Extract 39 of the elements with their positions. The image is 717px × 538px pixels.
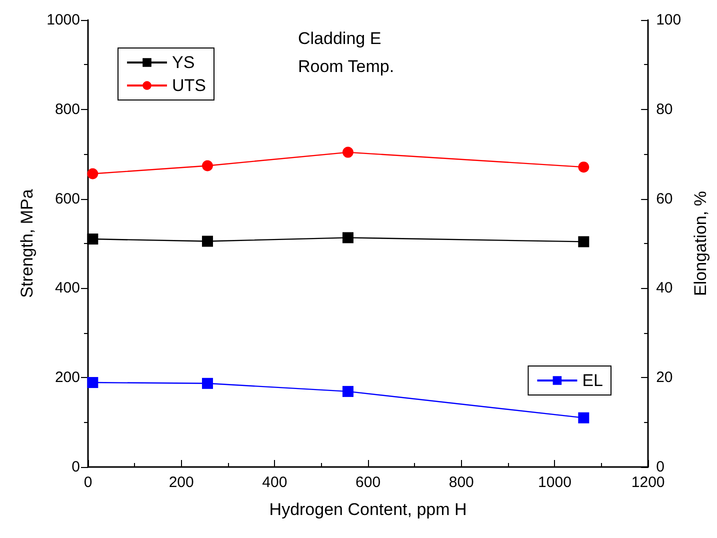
x-tick-label: 800 (448, 474, 474, 491)
annotation: Cladding E (298, 29, 382, 48)
x-tick-label: 200 (168, 474, 194, 491)
y2-tick-label: 40 (656, 280, 673, 297)
y-tick-label: 1000 (46, 12, 80, 28)
x-tick-label: 0 (84, 474, 92, 491)
y-axis-title: Strength, MPa (18, 188, 37, 298)
point (87, 168, 98, 180)
x-tick-label: 1000 (538, 474, 572, 491)
y2-tick-label: 60 (656, 190, 673, 208)
y-tick-label: 600 (54, 190, 80, 208)
y2-tick-label: 20 (656, 369, 673, 386)
point (578, 162, 590, 173)
point (342, 386, 354, 397)
point (202, 378, 213, 389)
point (202, 236, 213, 247)
x-tick-label: 600 (356, 474, 381, 491)
point (87, 234, 98, 245)
point (578, 412, 590, 424)
legend-label: UTS (172, 76, 206, 95)
y-tick-label: 200 (54, 369, 80, 386)
y2-tick-label: 80 (656, 100, 673, 118)
legend-label: YS (172, 53, 195, 72)
point (342, 232, 354, 244)
annotation: Room Temp. (298, 57, 394, 76)
point (578, 236, 590, 248)
y2-tick-label: 0 (656, 458, 664, 476)
y-tick-label: 800 (54, 100, 80, 118)
point (342, 146, 354, 158)
legend-label: EL (582, 371, 604, 390)
y2-tick-label: 100 (656, 12, 682, 28)
x-tick-label: 1200 (631, 474, 665, 491)
y2-axis-title: Elongation, % (691, 191, 710, 296)
x-tick-label: 400 (262, 474, 288, 491)
x-axis-title: Hydrogen Content, ppm H (269, 500, 467, 519)
point (87, 377, 98, 388)
y-tick-label: 400 (54, 280, 80, 297)
point (202, 160, 213, 172)
y-tick-label: 0 (72, 458, 80, 476)
